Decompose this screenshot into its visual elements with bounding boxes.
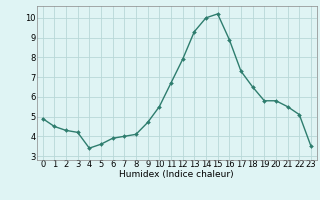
X-axis label: Humidex (Indice chaleur): Humidex (Indice chaleur) (119, 170, 234, 179)
